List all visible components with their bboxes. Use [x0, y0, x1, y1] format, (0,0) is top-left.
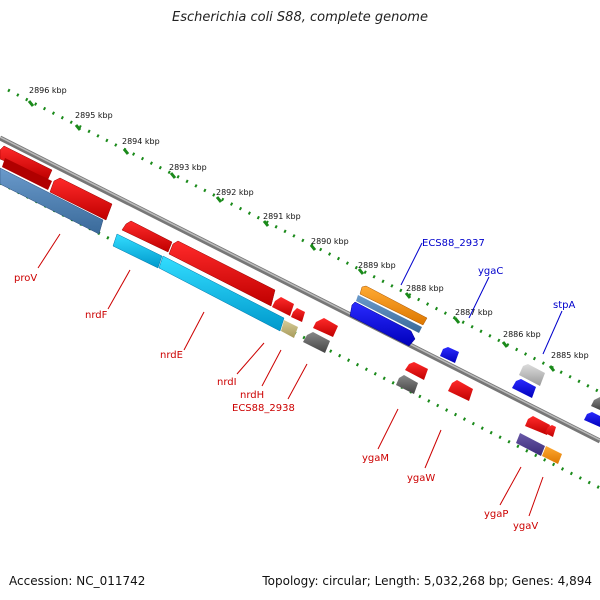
gene-nrdE-red: [168, 240, 276, 307]
tick-label: 2896 kbp: [29, 86, 67, 95]
gene-small-red: [545, 425, 556, 437]
gene-small-red: [448, 380, 473, 401]
gene-features: [0, 145, 600, 464]
genome-backbone-highlight: [0, 136, 600, 441]
map-title: Escherichia coli S88, complete genome: [172, 10, 428, 25]
gene-blue-small: [512, 379, 536, 398]
gene-label-ygaM: ygaM: [362, 453, 389, 464]
gene-ECS88_2937-steel: [356, 295, 422, 333]
label-leaders: [37, 233, 563, 517]
gene-small-red: [525, 416, 550, 435]
inner-tick-track: [0, 181, 600, 490]
gene-label-ygaW: ygaW: [407, 473, 435, 484]
tick-label: 2895 kbp: [75, 111, 113, 120]
tick-label: 2885 kbp: [551, 351, 589, 360]
gene-ECS88_2937-orange: [359, 285, 428, 326]
gene-blue-small: [584, 412, 600, 427]
gene-small-red: [272, 297, 294, 316]
gene-khaki: [281, 320, 298, 338]
gene-label-nrdH: nrdH: [240, 390, 264, 401]
gene-label-ECS88_2937: ECS88_2937: [422, 238, 485, 249]
gene-small-red: [291, 308, 305, 322]
gene-label-stpA: stpA: [553, 300, 575, 311]
gene-label-proV: proV: [14, 273, 37, 284]
tick-label: 2889 kbp: [358, 261, 396, 270]
gene-grey: [396, 375, 418, 394]
gene-grey: [591, 397, 600, 410]
gene-arrow-red: [0, 145, 53, 180]
gene-blue-long: [349, 301, 416, 347]
outer-tick-track: [7, 88, 600, 394]
gene-small-red: [313, 318, 338, 337]
tick-label: 2891 kbp: [263, 212, 301, 221]
gene-nrdF-red: [121, 220, 173, 253]
gene-nrdE-cyan: [112, 233, 163, 269]
gene-light-grey: [519, 364, 545, 386]
gene-ygaV-orange: [542, 446, 562, 464]
gene-small-red: [405, 362, 428, 380]
tick-label: 2890 kbp: [311, 237, 349, 246]
gene-arrow-red: [49, 177, 113, 221]
tick-label: 2894 kbp: [122, 137, 160, 146]
gene-label-nrdI: nrdI: [217, 377, 237, 388]
gene-blue-small: [440, 347, 459, 363]
gene-label-ygaV: ygaV: [513, 521, 538, 532]
genome-summary-text: Topology: circular; Length: 5,032,268 bp…: [262, 574, 592, 588]
gene-label-ECS88_2938: ECS88_2938: [232, 403, 295, 414]
gene-label-nrdE: nrdE: [160, 350, 183, 361]
major-ticks: [27, 100, 556, 372]
gene-arrow-red: [2, 158, 52, 190]
genome-backbone: [0, 135, 600, 444]
tick-label: 2893 kbp: [169, 163, 207, 172]
gene-label-ygaC: ygaC: [478, 266, 503, 277]
gene-ygaP-purple: [516, 433, 545, 456]
gene-labels: proV nrdF nrdE nrdI nrdH ECS88_2938 ygaM…: [14, 238, 575, 532]
gene-label-ygaP: ygaP: [484, 509, 508, 520]
tick-labels: 2896 kbp 2895 kbp 2894 kbp 2893 kbp 2892…: [29, 86, 589, 360]
tick-label: 2892 kbp: [216, 188, 254, 197]
gene-grey: [303, 332, 330, 353]
gene-label-nrdF: nrdF: [85, 310, 108, 321]
tick-label: 2887 kbp: [455, 308, 493, 317]
tick-label: 2888 kbp: [406, 284, 444, 293]
gene-proV: [0, 167, 104, 235]
accession-text: Accession: NC_011742: [9, 574, 146, 588]
gene-nrdE-cyan: [158, 255, 285, 332]
tick-label: 2886 kbp: [503, 330, 541, 339]
